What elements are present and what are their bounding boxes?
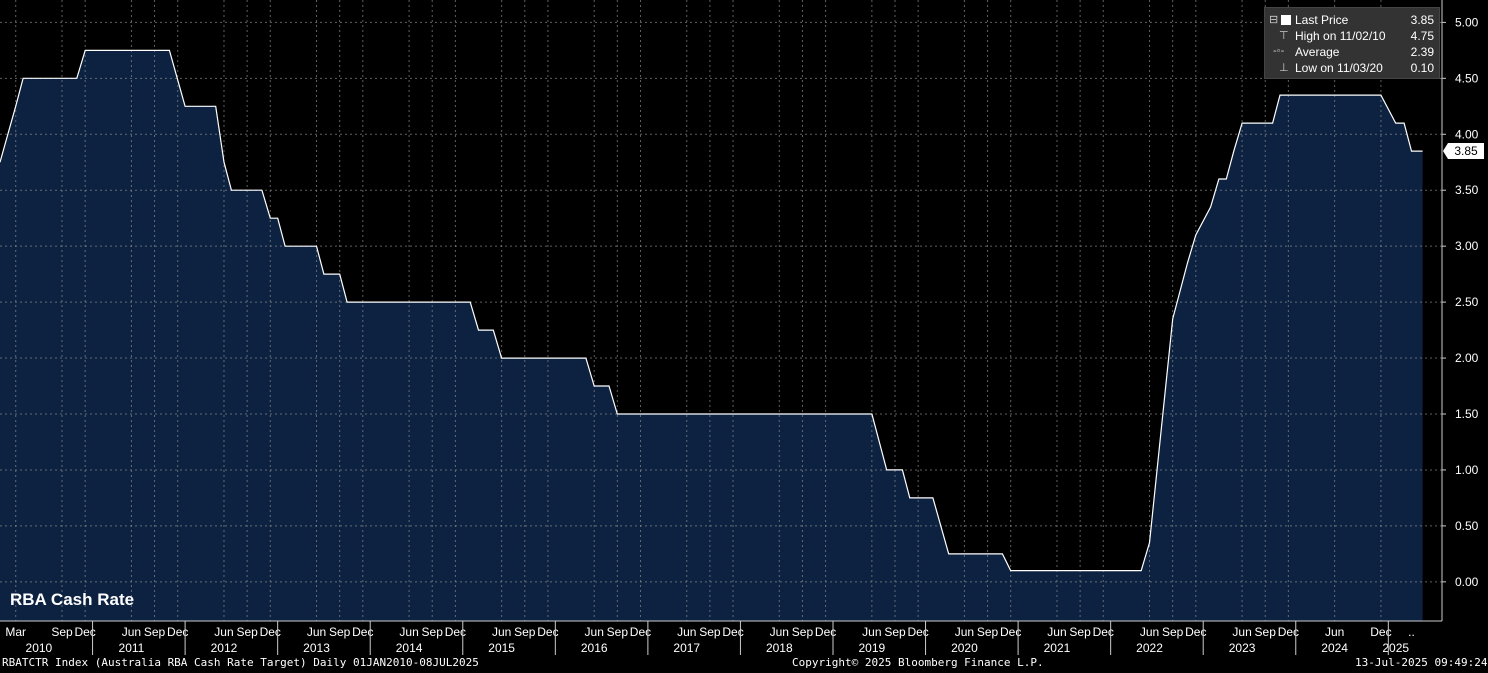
y-tick-label: 2.00 bbox=[1455, 351, 1479, 365]
x-month-label: Sep bbox=[422, 625, 444, 639]
y-tick-label: 3.00 bbox=[1455, 239, 1479, 253]
x-month-label: Sep bbox=[607, 625, 629, 639]
x-year-label: 2012 bbox=[211, 641, 238, 655]
x-month-label: Dec bbox=[1185, 625, 1206, 639]
x-year-label: 2018 bbox=[766, 641, 793, 655]
x-month-label: Jun bbox=[1232, 625, 1251, 639]
x-month-label: Sep bbox=[1162, 625, 1184, 639]
x-month-label: Dec bbox=[352, 625, 373, 639]
legend-label: Average bbox=[1295, 45, 1340, 59]
x-month-label: Mar bbox=[5, 625, 26, 639]
y-tick-label: 4.00 bbox=[1455, 127, 1479, 141]
x-month-label: Jun bbox=[492, 625, 511, 639]
x-month-label: Jun bbox=[122, 625, 141, 639]
x-month-label: Dec bbox=[722, 625, 743, 639]
x-month-label: Sep bbox=[51, 625, 73, 639]
legend-row-high: ⊤ High on 11/02/10 4.75 bbox=[1265, 28, 1439, 44]
collapse-icon[interactable]: ⊟ bbox=[1269, 14, 1279, 26]
x-month-label: Dec bbox=[907, 625, 928, 639]
x-month-label: Sep bbox=[1069, 625, 1091, 639]
y-tick-label: 2.50 bbox=[1455, 295, 1479, 309]
legend-row-last-price: ⊟ Last Price 3.85 bbox=[1265, 12, 1439, 28]
x-year-label: 2015 bbox=[488, 641, 515, 655]
x-year-label: 2022 bbox=[1136, 641, 1163, 655]
legend-label: Last Price bbox=[1295, 13, 1349, 27]
x-year-label: 2016 bbox=[581, 641, 608, 655]
x-month-label: Jun bbox=[214, 625, 233, 639]
x-month-label: Dec bbox=[74, 625, 95, 639]
x-month-label: Sep bbox=[792, 625, 814, 639]
x-month-label: Jun bbox=[862, 625, 881, 639]
legend-row-average: -◦- Average 2.39 bbox=[1265, 44, 1439, 60]
x-month-label: Jun bbox=[770, 625, 789, 639]
x-month-label: Sep bbox=[144, 625, 166, 639]
x-month-label: Dec bbox=[167, 625, 188, 639]
timestamp: 13-Jul-2025 09:49:24 bbox=[1355, 656, 1488, 669]
legend-label: Low on 11/03/20 bbox=[1295, 61, 1383, 75]
x-month-label: Jun bbox=[585, 625, 604, 639]
legend-label: High on 11/02/10 bbox=[1295, 29, 1386, 43]
x-year-label: 2025 bbox=[1382, 641, 1409, 655]
x-month-label: Sep bbox=[329, 625, 351, 639]
x-month-label: Jun bbox=[1047, 625, 1066, 639]
legend-value: 2.39 bbox=[1410, 45, 1434, 59]
x-month-label: Dec bbox=[1093, 625, 1114, 639]
x-year-label: 2011 bbox=[119, 641, 145, 655]
y-tick-label: 3.50 bbox=[1455, 183, 1479, 197]
last-value-pointer bbox=[1443, 143, 1448, 160]
average-marker-icon: -◦- bbox=[1273, 45, 1285, 57]
x-month-label: Jun bbox=[955, 625, 974, 639]
x-year-label: 2020 bbox=[951, 641, 978, 655]
series-area bbox=[0, 50, 1423, 621]
low-marker-icon: ⊥ bbox=[1279, 62, 1289, 74]
x-month-label: Dec bbox=[630, 625, 651, 639]
legend-row-low: ⊥ Low on 11/03/20 0.10 bbox=[1265, 60, 1439, 76]
y-tick-label: 1.50 bbox=[1455, 407, 1479, 421]
x-month-label: Sep bbox=[977, 625, 999, 639]
x-year-label: 2010 bbox=[26, 641, 53, 655]
x-month-label: Dec bbox=[1278, 625, 1299, 639]
last-price-swatch-icon bbox=[1281, 15, 1291, 25]
x-year-label: 2013 bbox=[303, 641, 330, 655]
security-description: RBATCTR Index (Australia RBA Cash Rate T… bbox=[2, 656, 479, 669]
x-month-label: Dec bbox=[1370, 625, 1391, 639]
x-month-label: Sep bbox=[236, 625, 258, 639]
series-line bbox=[0, 49, 1423, 572]
x-month-label: Dec bbox=[537, 625, 558, 639]
x-year-label: 2017 bbox=[673, 641, 700, 655]
x-month-label: Sep bbox=[514, 625, 536, 639]
x-year-label: 2019 bbox=[859, 641, 886, 655]
x-month-label: Sep bbox=[1255, 625, 1277, 639]
x-month-label: Jun bbox=[1140, 625, 1159, 639]
x-year-label: 2014 bbox=[396, 641, 423, 655]
x-month-label: Sep bbox=[884, 625, 906, 639]
x-month-label: Dec bbox=[815, 625, 836, 639]
x-month-label: Dec bbox=[445, 625, 466, 639]
x-month-label: Dec bbox=[260, 625, 281, 639]
x-month-label: Jun bbox=[399, 625, 418, 639]
y-tick-label: 5.00 bbox=[1455, 15, 1479, 29]
chart-title: RBA Cash Rate bbox=[10, 590, 135, 609]
x-year-label: 2023 bbox=[1229, 641, 1256, 655]
x-month-label: Sep bbox=[699, 625, 721, 639]
x-year-label: 2021 bbox=[1044, 641, 1071, 655]
x-month-label: Jun bbox=[677, 625, 696, 639]
x-month-label: Jun bbox=[1325, 625, 1344, 639]
x-month-label: Jun bbox=[307, 625, 326, 639]
last-value-badge: 3.85 bbox=[1448, 143, 1484, 160]
legend: ⊟ Last Price 3.85 ⊤ High on 11/02/10 4.7… bbox=[1264, 7, 1440, 79]
y-tick-label: 1.00 bbox=[1455, 463, 1479, 477]
y-tick-label: 0.50 bbox=[1455, 519, 1479, 533]
legend-value: 3.85 bbox=[1410, 13, 1434, 27]
legend-value: 0.10 bbox=[1410, 61, 1434, 75]
x-trailing-label: .. bbox=[1408, 625, 1415, 639]
y-tick-label: 0.00 bbox=[1455, 575, 1479, 589]
high-marker-icon: ⊤ bbox=[1279, 30, 1289, 42]
y-tick-label: 4.50 bbox=[1455, 71, 1479, 85]
x-year-label: 2024 bbox=[1321, 641, 1348, 655]
legend-value: 4.75 bbox=[1410, 29, 1434, 43]
copyright-notice: Copyright© 2025 Bloomberg Finance L.P. bbox=[792, 656, 1044, 669]
x-month-label: Dec bbox=[1000, 625, 1021, 639]
